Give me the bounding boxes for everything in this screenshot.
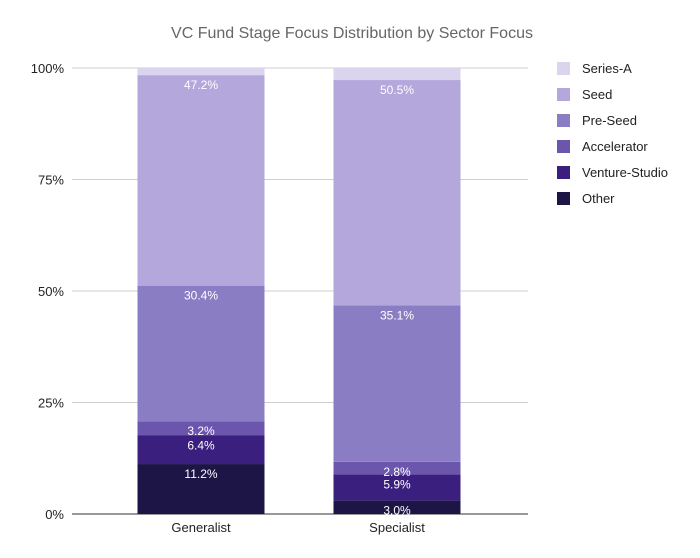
data-label: 30.4% bbox=[184, 289, 218, 303]
bar-segment bbox=[137, 435, 265, 465]
bar-segment bbox=[333, 500, 461, 514]
y-tick-label: 0% bbox=[45, 507, 64, 522]
legend-label: Accelerator bbox=[582, 139, 648, 154]
bar-segment bbox=[333, 80, 461, 306]
data-label: 47.2% bbox=[184, 78, 218, 92]
bar-segment bbox=[333, 305, 461, 462]
legend-swatch bbox=[557, 88, 570, 101]
bar-segment bbox=[333, 461, 461, 475]
x-axis-categories: Generalist Specialist bbox=[171, 520, 425, 535]
x-category-label: Specialist bbox=[369, 520, 425, 535]
bar-segment bbox=[137, 464, 265, 514]
y-tick-label: 100% bbox=[31, 61, 65, 76]
data-labels: 11.2% 6.4%3.2% 30.4% 47.2% 3.0% 5.9%2.8% 35.1%… bbox=[184, 78, 414, 517]
legend-swatch bbox=[557, 192, 570, 205]
y-tick-label: 75% bbox=[38, 173, 64, 188]
legend-label: Venture-Studio bbox=[582, 165, 668, 180]
bar-segment bbox=[333, 474, 461, 501]
data-label: 3.0% bbox=[383, 504, 411, 518]
data-label: 5.9% bbox=[383, 477, 411, 491]
legend: Series-A Seed Pre-Seed Accelerator Venture-S… bbox=[557, 61, 668, 206]
data-label: 3.2% bbox=[187, 424, 215, 438]
x-category-label: Generalist bbox=[171, 520, 231, 535]
data-label: 50.5% bbox=[380, 83, 414, 97]
bar-segment bbox=[137, 68, 265, 76]
bar-segment bbox=[137, 285, 265, 422]
data-label: 6.4% bbox=[187, 439, 215, 453]
chart-title: VC Fund Stage Focus Distribution by Sect… bbox=[171, 25, 533, 42]
legend-label: Pre-Seed bbox=[582, 113, 637, 128]
data-label: 2.8% bbox=[383, 465, 411, 479]
legend-swatch bbox=[557, 62, 570, 75]
bars bbox=[137, 68, 461, 514]
bar-segment bbox=[137, 75, 265, 286]
y-axis-ticks: 0% 25% 50% 75% 100% bbox=[31, 61, 65, 522]
legend-label: Series-A bbox=[582, 61, 632, 76]
data-label: 35.1% bbox=[380, 308, 414, 322]
legend-label: Seed bbox=[582, 87, 612, 102]
legend-swatch bbox=[557, 140, 570, 153]
data-label: 11.2% bbox=[184, 467, 217, 481]
legend-label: Other bbox=[582, 191, 615, 206]
y-tick-label: 25% bbox=[38, 396, 64, 411]
bar-segment bbox=[137, 421, 265, 436]
y-tick-label: 50% bbox=[38, 284, 64, 299]
legend-swatch bbox=[557, 166, 570, 179]
bar-segment bbox=[333, 68, 461, 81]
legend-swatch bbox=[557, 114, 570, 127]
